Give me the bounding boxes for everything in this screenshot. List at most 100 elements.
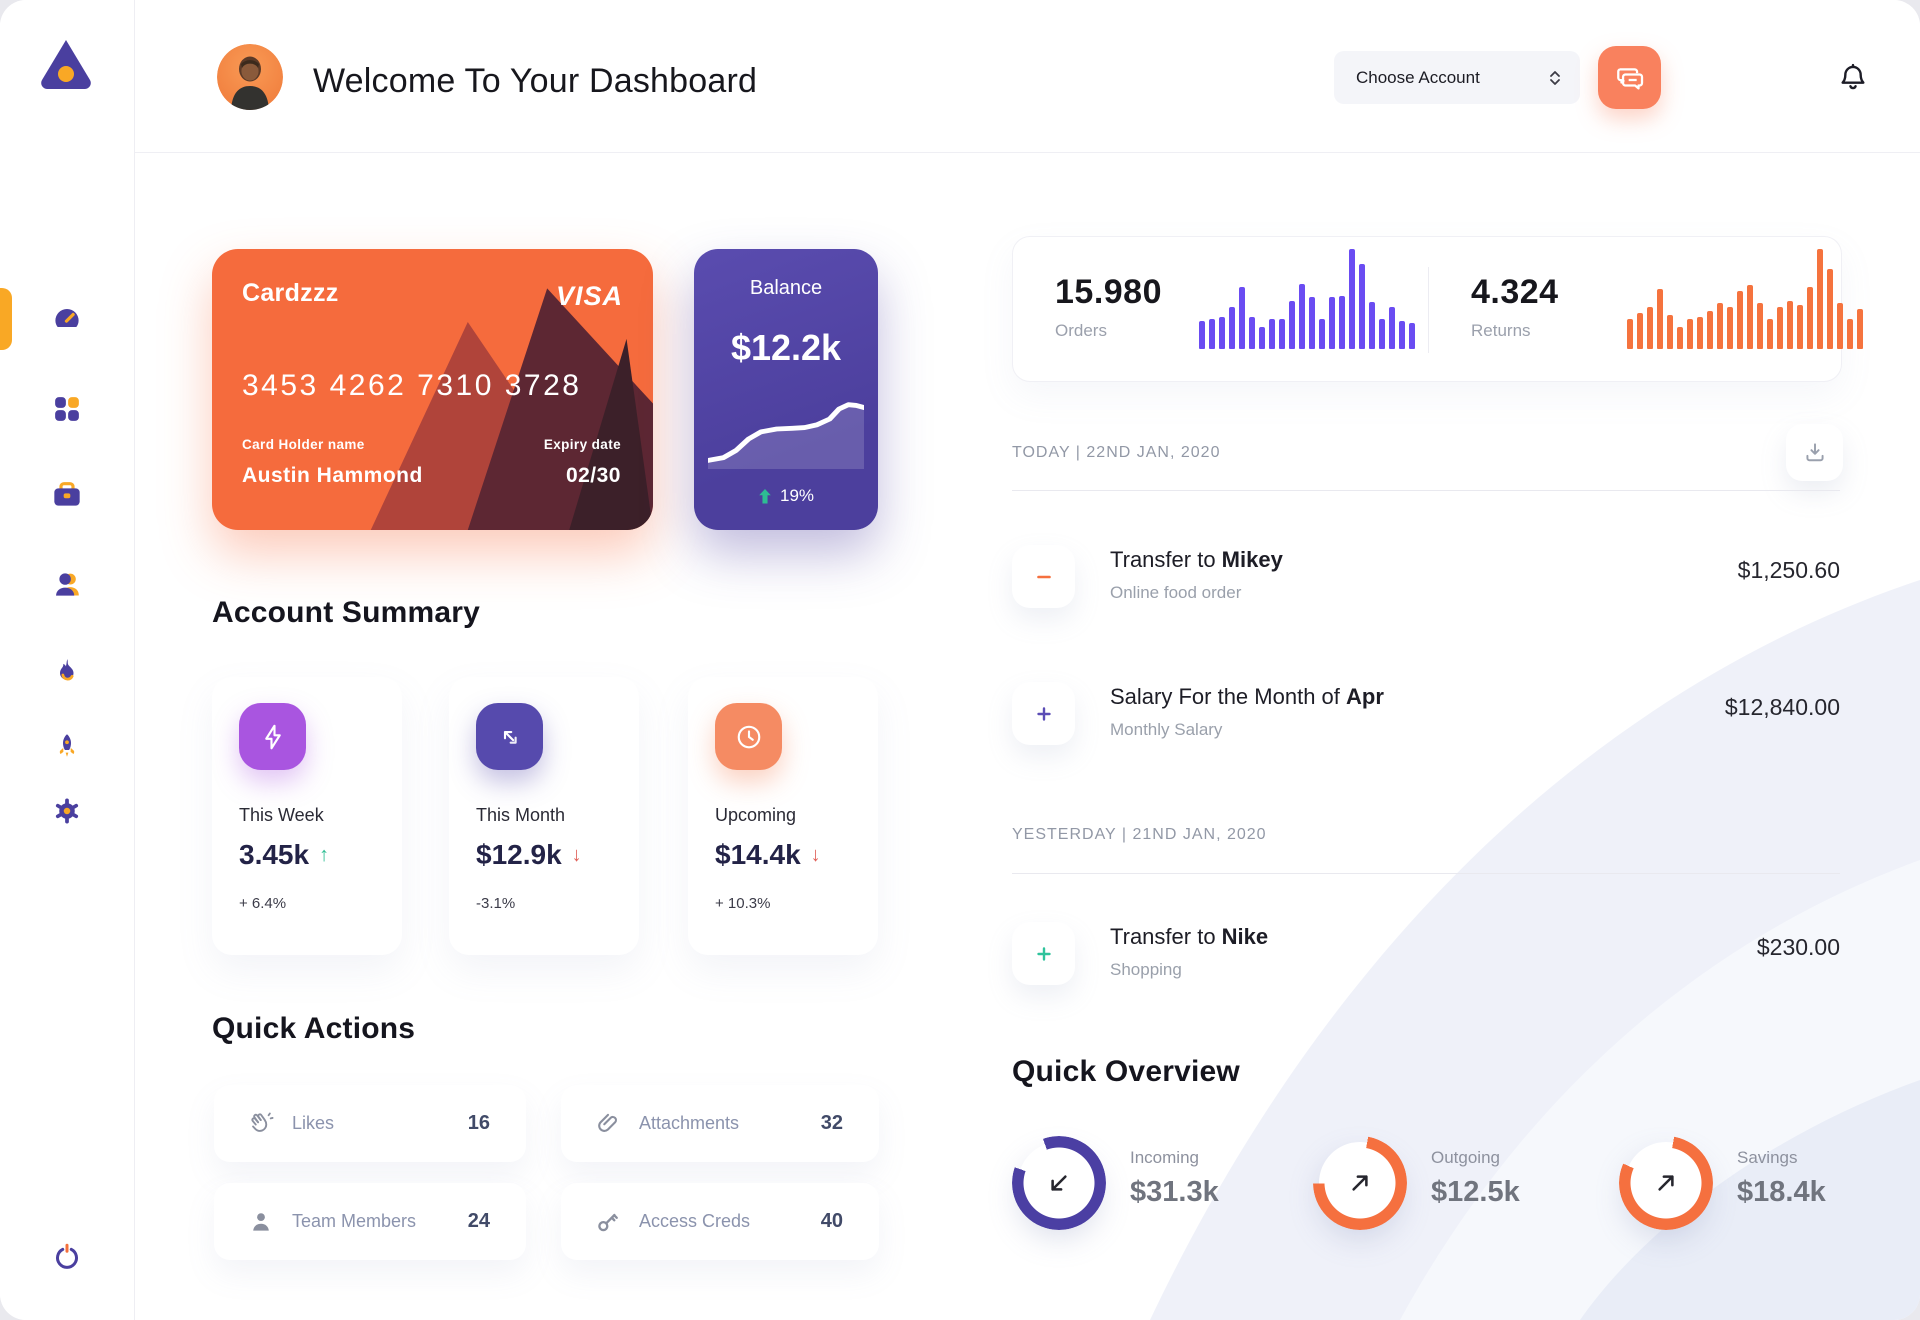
summary-label: This Week — [239, 805, 324, 825]
overview-incoming: Incoming $31.3k — [1012, 1136, 1302, 1236]
sidebar-item-trending[interactable] — [48, 652, 86, 690]
quick-action-attachments[interactable]: Attachments 32 — [561, 1085, 879, 1162]
transaction-amount: $230.00 — [1756, 934, 1840, 960]
trend-up-icon: ↑ — [319, 843, 330, 866]
minus-icon — [1012, 545, 1075, 608]
card-holder-name: Austin Hammond — [242, 464, 423, 487]
quick-action-count: 32 — [820, 1112, 843, 1134]
sidebar-item-apps[interactable] — [48, 390, 86, 428]
returns-sparkline — [1627, 249, 1863, 349]
sidebar-item-launch[interactable] — [48, 727, 86, 765]
transaction-title: Transfer to Nike — [1110, 924, 1269, 949]
quick-action-access-creds[interactable]: Access Creds 40 — [561, 1183, 879, 1260]
summary-card-this-week[interactable]: This Week 3.45k ↑ + 6.4% — [212, 677, 402, 955]
speedometer-icon — [55, 309, 79, 327]
quick-action-count: 24 — [467, 1210, 490, 1232]
balance-change-value: 19% — [779, 486, 815, 505]
sidebar-item-logout[interactable] — [48, 1238, 86, 1276]
header: Welcome To Your Dashboard Choose Account — [135, 0, 1920, 153]
download-button[interactable] — [1786, 424, 1843, 481]
app-logo[interactable] — [36, 34, 96, 99]
divider — [1012, 873, 1840, 874]
trend-down-icon: ↓ — [571, 843, 582, 866]
incoming-ring — [1012, 1136, 1106, 1230]
quick-action-label: Attachments — [639, 1113, 740, 1133]
summary-label: This Month — [476, 805, 566, 825]
summary-card-this-month[interactable]: This Month $12.9k ↓ -3.1% — [449, 677, 639, 955]
orders-sparkline — [1199, 249, 1415, 349]
arrow-up-right-icon — [1352, 1175, 1368, 1191]
quick-action-likes[interactable]: Likes 16 — [214, 1085, 526, 1162]
transaction-row[interactable]: Transfer to Mikey Online food order $1,2… — [1012, 545, 1840, 623]
orders-returns-card: 15.980 Orders 4.324 Returns — [1012, 236, 1863, 382]
transaction-title: Salary For the Month of Apr — [1110, 684, 1384, 709]
balance-value: $12.2k — [730, 327, 842, 368]
sidebar-item-settings[interactable] — [48, 792, 86, 830]
quick-action-team-members[interactable]: Team Members 24 — [214, 1183, 526, 1260]
paperclip-icon — [593, 1110, 623, 1138]
summary-value: $12.9k ↓ — [476, 839, 582, 870]
sidebar — [0, 0, 135, 1320]
overview-label: Incoming — [1130, 1148, 1199, 1167]
notifications-button[interactable] — [1835, 60, 1871, 96]
person-icon — [56, 573, 79, 596]
returns-value: 4.324 — [1471, 273, 1559, 311]
user-avatar[interactable] — [217, 44, 283, 110]
sidebar-item-dashboard[interactable] — [48, 300, 86, 338]
messages-button[interactable] — [1598, 46, 1661, 109]
plus-icon — [1012, 922, 1075, 985]
divider — [1428, 267, 1429, 353]
quick-action-label: Likes — [292, 1113, 335, 1133]
balance-title: Balance — [749, 277, 823, 299]
divider — [1012, 490, 1840, 491]
sidebar-item-work[interactable] — [48, 476, 86, 514]
overview-label: Savings — [1737, 1148, 1798, 1167]
card-holder-label: Card Holder name — [242, 437, 365, 452]
member-icon — [246, 1209, 276, 1235]
card-number: 3453 4262 7310 3728 — [242, 369, 582, 402]
summary-card-upcoming[interactable]: Upcoming $14.4k ↓ + 10.3% — [688, 677, 878, 955]
lightning-icon — [239, 703, 306, 770]
active-nav-indicator — [0, 288, 12, 350]
quick-action-label: Team Members — [292, 1211, 417, 1231]
gear-icon — [55, 798, 79, 824]
clap-icon — [246, 1110, 276, 1138]
balance-change: 19% — [694, 486, 878, 506]
overview-savings: Savings $18.4k — [1619, 1136, 1909, 1236]
quick-action-count: 40 — [820, 1210, 843, 1232]
transaction-amount: $12,840.00 — [1724, 694, 1840, 720]
transaction-subtitle: Shopping — [1110, 960, 1182, 979]
card-expiry-label: Expiry date — [543, 437, 621, 452]
credit-card[interactable]: Cardzzz VISA 3453 4262 7310 3728 Card Ho… — [212, 249, 653, 530]
arrow-up-right-icon — [1658, 1175, 1674, 1191]
transaction-row[interactable]: Salary For the Month of Apr Monthly Sala… — [1012, 682, 1840, 760]
summary-delta: + 10.3% — [715, 895, 771, 912]
returns-label: Returns — [1471, 321, 1531, 340]
rocket-icon — [59, 734, 75, 757]
clock-icon — [715, 703, 782, 770]
transaction-subtitle: Online food order — [1110, 583, 1242, 602]
orders-label: Orders — [1055, 321, 1107, 340]
download-icon — [1805, 442, 1824, 461]
key-icon — [593, 1208, 623, 1236]
balance-card[interactable]: Balance $12.2k 19% — [694, 249, 878, 530]
account-selector[interactable]: Choose Account — [1334, 51, 1580, 104]
quick-action-label: Access Creds — [639, 1211, 751, 1231]
summary-value: 3.45k ↑ — [239, 839, 330, 870]
summary-delta: -3.1% — [476, 895, 516, 912]
account-summary-title: Account Summary — [212, 596, 481, 629]
card-name: Cardzzz — [242, 279, 339, 307]
sidebar-item-people[interactable] — [48, 565, 86, 603]
tx-date-yesterday: YESTERDAY | 21ND JAN, 2020 — [1012, 826, 1267, 843]
briefcase-icon — [54, 482, 80, 506]
tx-date-today: TODAY | 22ND JAN, 2020 — [1012, 444, 1221, 461]
account-selector-label: Choose Account — [1356, 67, 1480, 87]
transaction-row[interactable]: Transfer to Nike Shopping $230.00 — [1012, 922, 1840, 1000]
chevron-up-down-icon — [1550, 70, 1560, 85]
arrow-up-icon — [759, 488, 771, 504]
power-icon — [56, 1243, 78, 1269]
summary-delta: + 6.4% — [239, 895, 287, 912]
balance-trend-chart — [708, 402, 864, 469]
overview-value: $12.5k — [1431, 1176, 1520, 1208]
